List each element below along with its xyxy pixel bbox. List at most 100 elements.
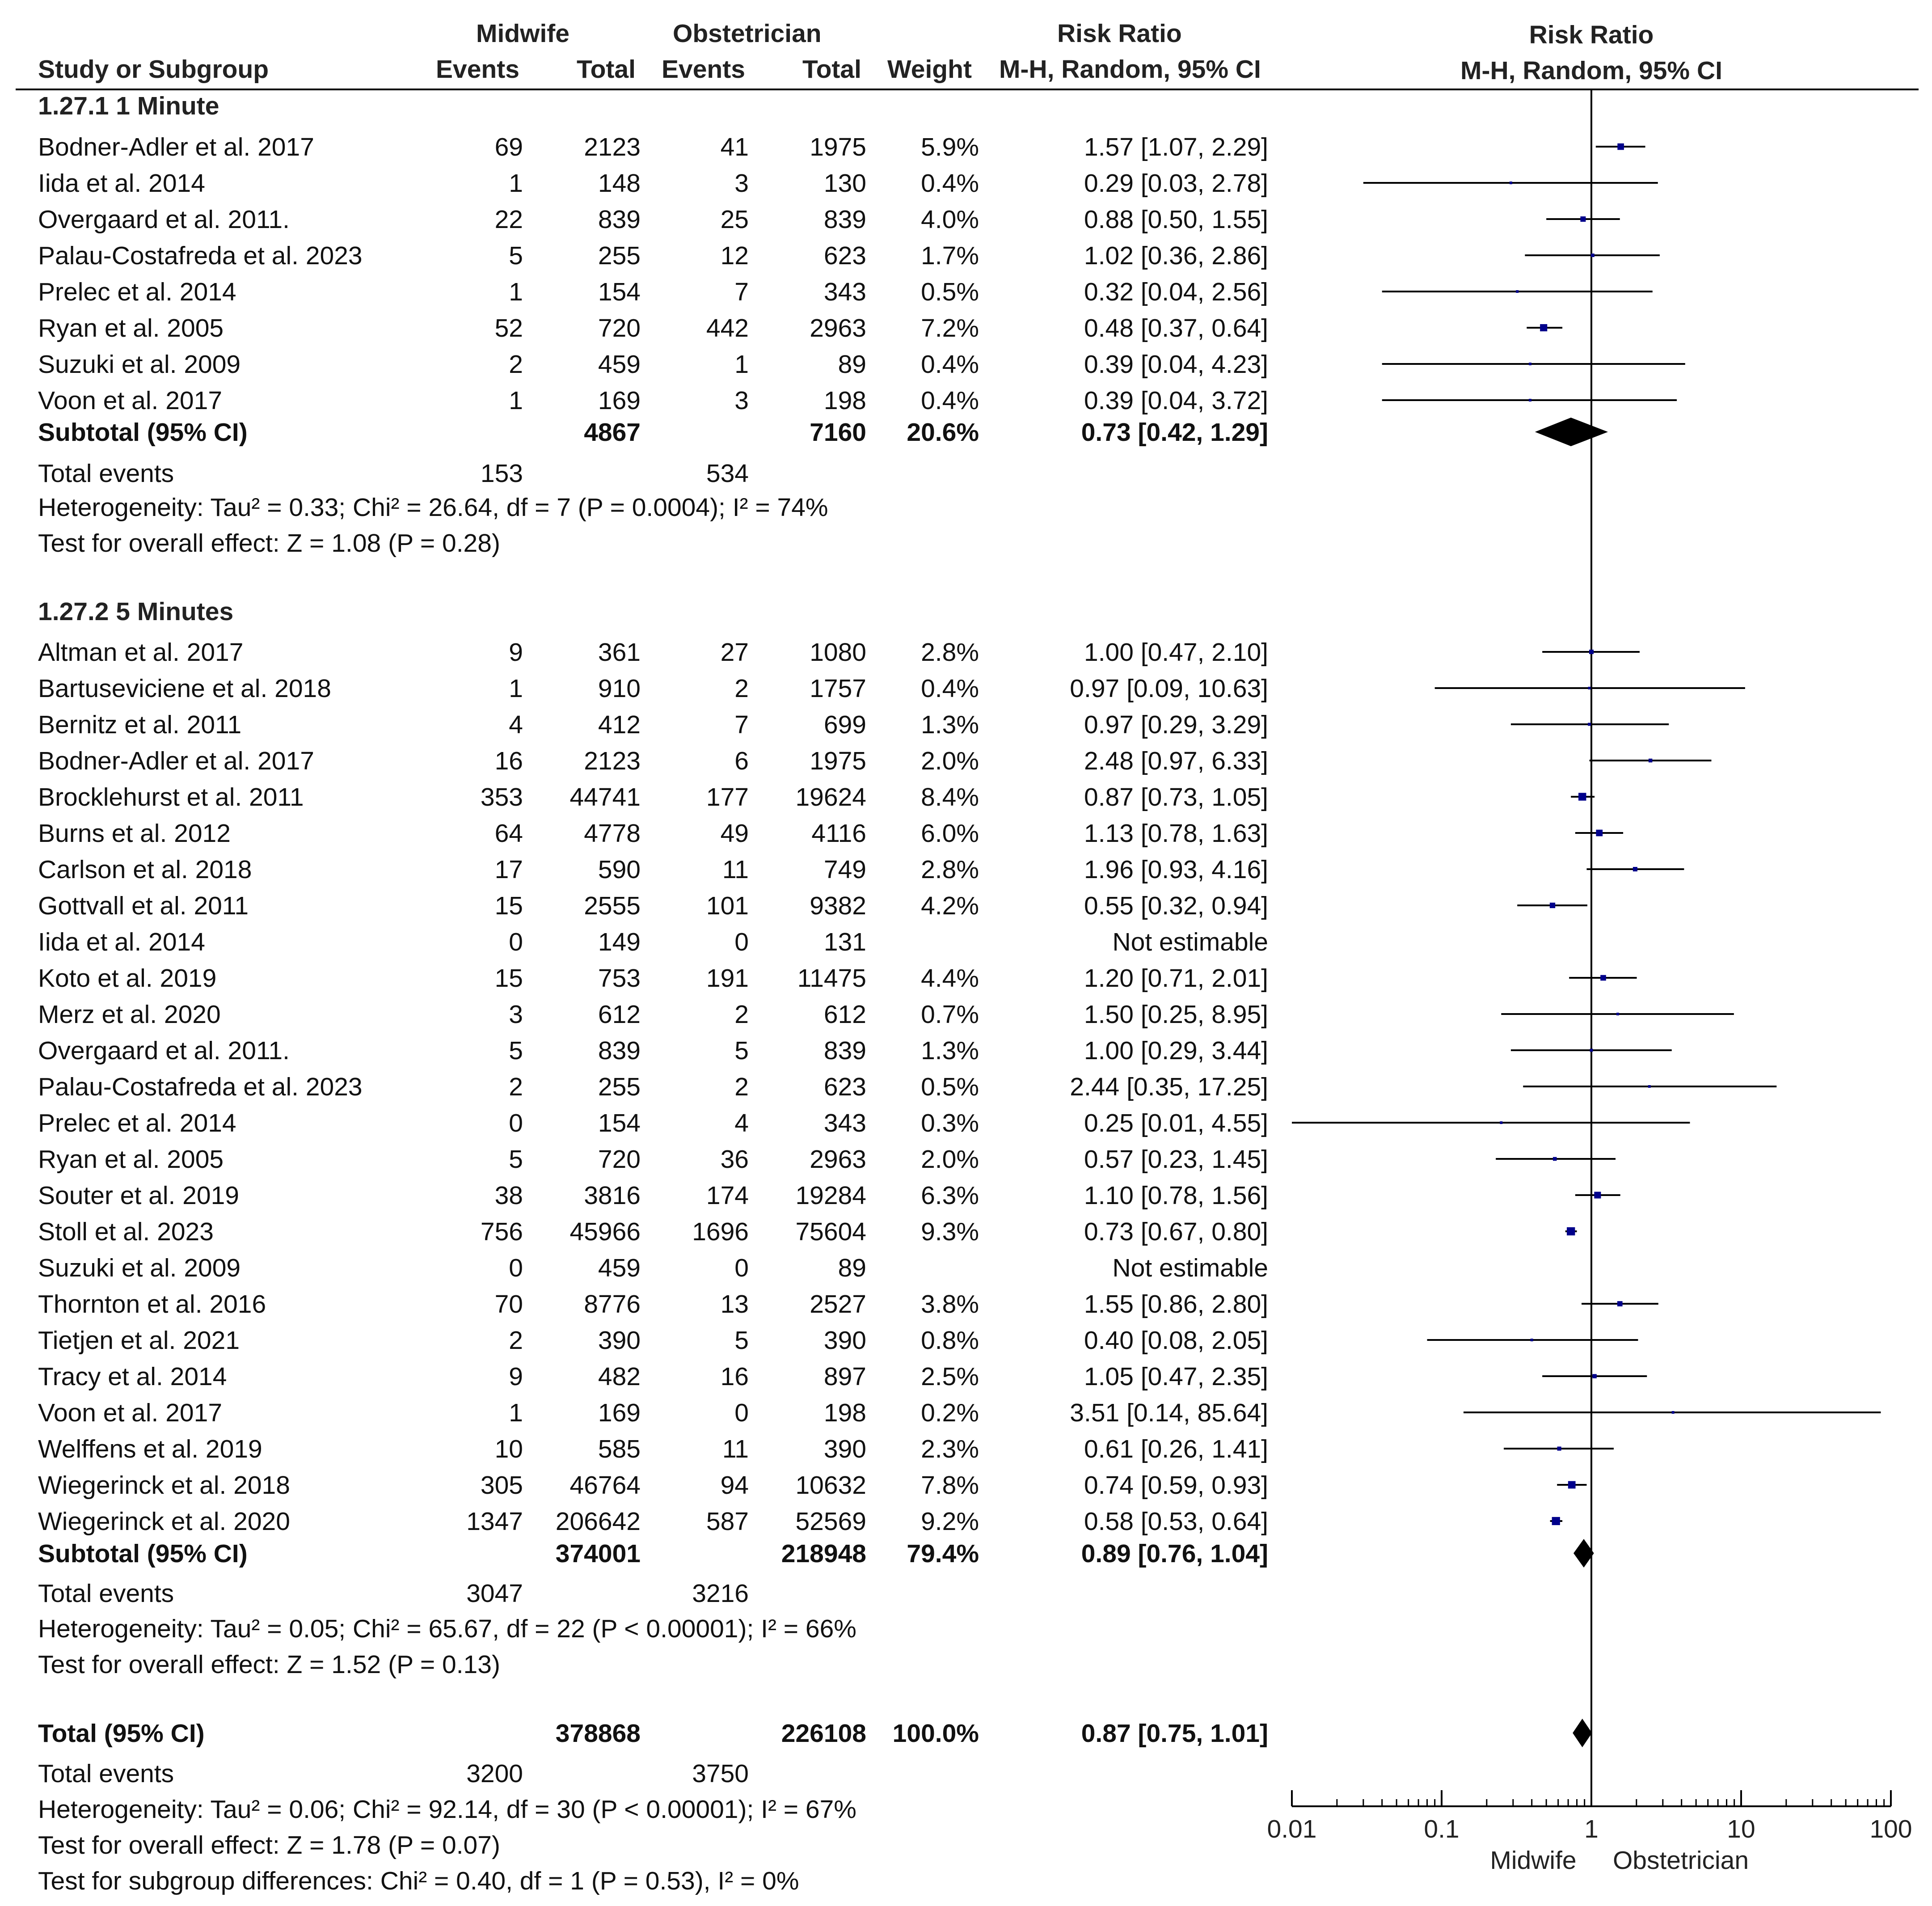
risk-ratio-ci: 0.97 [0.09, 10.63]: [1070, 674, 1268, 703]
study-weight: 0.5%: [921, 278, 979, 306]
obstetrician-total: 390: [823, 1435, 866, 1463]
header-study-col: Study or Subgroup: [38, 55, 269, 84]
header-rr-group: Risk Ratio: [1057, 19, 1182, 48]
subtotal-midwife-total: 4867: [584, 418, 641, 447]
midwife-total: 154: [598, 1109, 641, 1137]
midwife-total: 255: [598, 1073, 641, 1101]
study-name: Koto et al. 2019: [38, 964, 217, 993]
table-row: Carlson et al. 2018 17 590 11 749 2.8% 1.96 [0…: [0, 852, 1296, 888]
obstetrician-events: 41: [720, 133, 749, 161]
point-estimate-marker: [1552, 1517, 1560, 1526]
point-estimate-marker: [1616, 1013, 1619, 1015]
midwife-total: 412: [598, 710, 641, 739]
midwife-events: 2: [509, 350, 523, 379]
overall-effect-test: Test for overall effect: Z = 1.78 (P = 0…: [38, 1831, 500, 1860]
obstetrician-events: 177: [706, 783, 749, 811]
obstetrician-total: 2963: [810, 1145, 866, 1174]
midwife-total: 169: [598, 1399, 641, 1427]
obstetrician-total: 19284: [795, 1181, 866, 1210]
header-weight-col: Weight: [887, 55, 972, 84]
obstetrician-events: 49: [720, 819, 749, 848]
subgroup2-subtotal-row: Subtotal (95% CI) 374001 218948 79.4% 0.…: [0, 1536, 1296, 1572]
risk-ratio-ci: 0.97 [0.29, 3.29]: [1084, 710, 1268, 739]
obstetrician-total: 699: [823, 710, 866, 739]
study-name: Merz et al. 2020: [38, 1000, 221, 1029]
midwife-events: 15: [494, 892, 523, 920]
midwife-total: 720: [598, 314, 641, 342]
table-row: Overgaard et al. 2011. 22 839 25 839 4.0% 0.88…: [0, 202, 1296, 238]
midwife-total: 4778: [584, 819, 641, 848]
midwife-events: 22: [494, 205, 523, 234]
subgroup2-title: 1.27.2 5 Minutes: [38, 597, 234, 626]
midwife-total: 154: [598, 278, 641, 306]
risk-ratio-ci: 0.48 [0.37, 0.64]: [1084, 314, 1268, 342]
point-estimate-marker: [1589, 649, 1594, 655]
risk-ratio-ci: 1.13 [0.78, 1.63]: [1084, 819, 1268, 848]
obstetrician-events: 2: [734, 674, 749, 703]
table-row: Prelec et al. 2014 0 154 4 343 0.3% 0.25 [0.01…: [0, 1106, 1296, 1141]
study-name: Bodner-Adler et al. 2017: [38, 747, 314, 775]
study-name: Prelec et al. 2014: [38, 278, 236, 306]
table-row: Bodner-Adler et al. 2017 16 2123 6 1975 2.0% 2…: [0, 744, 1296, 779]
midwife-events: 3: [509, 1000, 523, 1029]
obstetrician-events: 101: [706, 892, 749, 920]
midwife-total: 3816: [584, 1181, 641, 1210]
overall-rr: 0.87 [0.75, 1.01]: [1081, 1719, 1268, 1748]
point-estimate-marker: [1580, 216, 1586, 222]
midwife-events: 305: [480, 1471, 523, 1500]
midwife-events: 17: [494, 855, 523, 884]
table-row: Koto et al. 2019 15 753 191 11475 4.4% 1.20 [0…: [0, 961, 1296, 997]
overall-events-label: Total events: [38, 1759, 174, 1788]
study-name: Prelec et al. 2014: [38, 1109, 236, 1137]
header-group1: Midwife: [476, 19, 569, 48]
midwife-events: 10: [494, 1435, 523, 1463]
midwife-total: 753: [598, 964, 641, 993]
header-events2-col: Events: [662, 55, 745, 84]
obstetrician-total: 1975: [810, 133, 866, 161]
subgroup1-total-events-row: Total events 153 534: [0, 456, 1296, 492]
favours-left-label: Midwife: [1490, 1846, 1576, 1875]
point-estimate-marker: [1617, 1301, 1623, 1306]
obstetrician-total: 390: [823, 1326, 866, 1355]
risk-ratio-ci: 1.55 [0.86, 2.80]: [1084, 1290, 1268, 1319]
midwife-events: 0: [509, 1254, 523, 1282]
overall-total-label: Total (95% CI): [38, 1719, 205, 1748]
midwife-total: 839: [598, 1036, 641, 1065]
study-weight: 0.7%: [921, 1000, 979, 1029]
obstetrician-events: 6: [734, 747, 749, 775]
table-row: Voon et al. 2017 1 169 0 198 0.2% 3.51 [0.14, …: [0, 1395, 1296, 1431]
obstetrician-events: 2: [734, 1000, 749, 1029]
obstetrician-total: 89: [838, 1254, 866, 1282]
obstetrician-events: 7: [734, 278, 749, 306]
study-weight: 4.4%: [921, 964, 979, 993]
study-weight: 8.4%: [921, 783, 979, 811]
tick-label: 1: [1584, 1815, 1599, 1843]
study-name: Souter et al. 2019: [38, 1181, 239, 1210]
study-name: Bartuseviciene et al. 2018: [38, 674, 331, 703]
subtotal-obstetrician-total: 218948: [781, 1539, 866, 1568]
obstetrician-events: 0: [734, 1254, 749, 1282]
point-estimate-marker: [1552, 1157, 1557, 1161]
study-name: Iida et al. 2014: [38, 928, 205, 956]
point-estimate-marker: [1590, 254, 1595, 257]
study-weight: 1.3%: [921, 710, 979, 739]
point-estimate-marker: [1600, 975, 1606, 981]
obstetrician-events: 1: [734, 350, 749, 379]
table-row: Bodner-Adler et al. 2017 69 2123 41 1975 5.9%…: [0, 130, 1296, 165]
tick-label: 0.1: [1424, 1815, 1459, 1843]
risk-ratio-ci: 1.20 [0.71, 2.01]: [1084, 964, 1268, 993]
midwife-total: 169: [598, 386, 641, 415]
obstetrician-total: 839: [823, 1036, 866, 1065]
study-name: Burns et al. 2012: [38, 819, 231, 848]
study-weight: 2.0%: [921, 747, 979, 775]
midwife-total: 46764: [569, 1471, 641, 1500]
study-weight: 0.4%: [921, 674, 979, 703]
midwife-events: 4: [509, 710, 523, 739]
obstetrician-total: 612: [823, 1000, 866, 1029]
total-events-midwife: 3047: [466, 1579, 523, 1608]
midwife-total: 44741: [569, 783, 641, 811]
obstetrician-events: 12: [720, 241, 749, 270]
point-estimate-marker: [1549, 902, 1556, 909]
obstetrician-total: 4116: [811, 819, 866, 848]
table-row: Tietjen et al. 2021 2 390 5 390 0.8% 0.40 [0.0…: [0, 1323, 1296, 1359]
